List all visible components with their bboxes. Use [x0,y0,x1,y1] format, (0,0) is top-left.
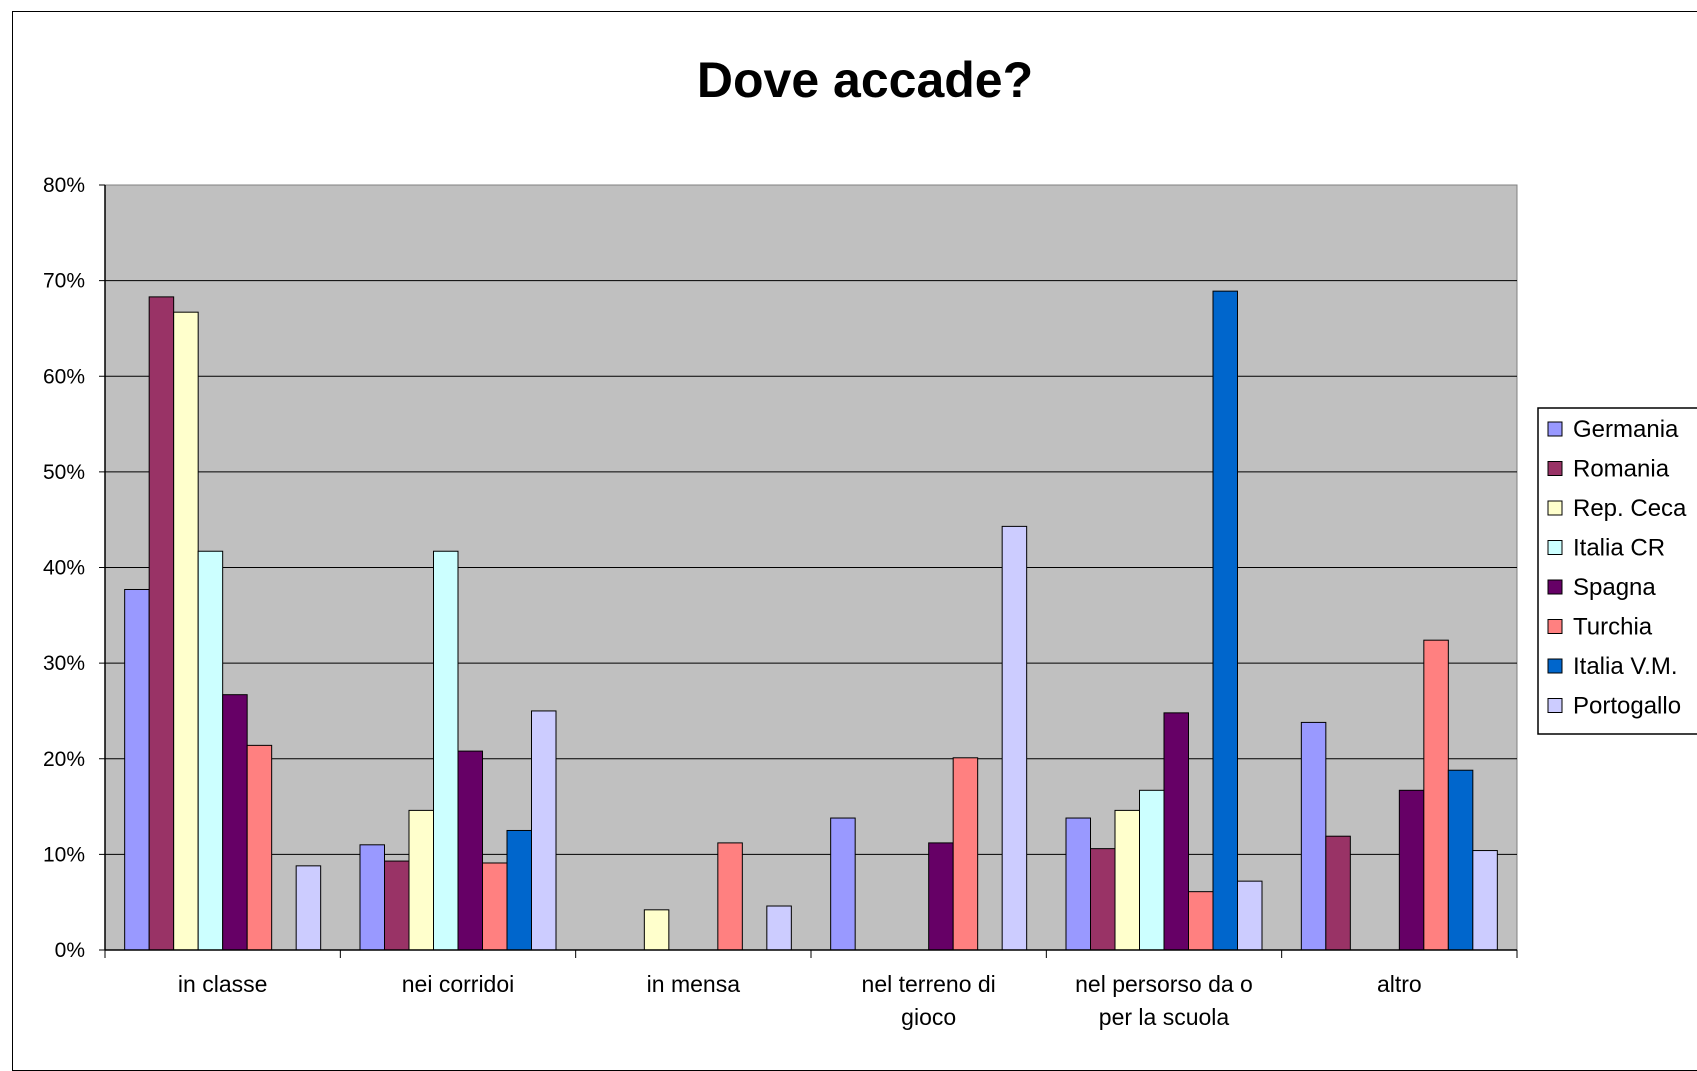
y-tick-label: 60% [43,365,85,388]
bar [1447,769,1474,951]
legend-swatch [1547,579,1563,595]
bar [531,710,557,951]
legend-label: Italia V.M. [1573,653,1678,680]
bar [1472,850,1498,951]
bar [1090,848,1116,951]
bar [1163,712,1189,951]
axes: 0% 10% 20% 30% 40% 50% 60% 70% 80% in classe nei c… [43,174,1518,1030]
y-tick-label: 50% [43,461,85,484]
legend-swatch [1547,658,1563,674]
y-tick-label: 20% [43,748,85,771]
bar [928,842,954,951]
bar [1114,809,1140,951]
bar [717,842,743,951]
bar [1188,891,1214,951]
bar [1300,721,1327,951]
bar [457,750,483,951]
legend-swatch [1547,421,1563,437]
legend-swatch [1547,540,1563,555]
bar [359,844,385,951]
category-label: nel persorso da o [1075,971,1253,997]
bar [222,694,248,951]
gridlines [105,280,1517,855]
category-label: altro [1377,971,1422,997]
y-tick-label: 10% [43,843,85,866]
bar [124,588,150,951]
legend-label: Rep. Ceca [1573,495,1687,522]
legend-label: Germania [1573,416,1679,443]
bar [148,296,175,951]
legend-label: Italia CR [1573,535,1665,562]
legend-swatch [1547,461,1563,476]
bar [1423,639,1449,951]
bar [952,757,979,951]
legend-swatch [1547,698,1563,713]
chart-title: Dove accade? [697,52,1033,108]
y-tick-label: 80% [43,174,85,197]
bar [1212,290,1238,951]
legend-swatch [1547,500,1563,516]
legend-label: Spagna [1573,574,1656,601]
bar [173,311,199,951]
legend-box [1537,407,1697,735]
bar [246,744,273,951]
y-tick-label: 70% [43,270,85,293]
bar [1065,817,1091,951]
bar [1237,880,1263,951]
bar [1001,525,1028,951]
bar [408,809,434,951]
category-label: nei corridoi [402,971,515,997]
legend: Germania Romania Rep. Ceca Italia CR Spagna T… [1537,407,1697,735]
bar [197,550,224,951]
bar [1398,789,1425,951]
bar [295,865,322,951]
bar [506,829,532,951]
legend-label: Turchia [1573,614,1653,641]
category-label: nel terreno di [862,971,996,997]
category-label: in classe [178,971,267,997]
y-tick-label: 30% [43,652,85,675]
category-label: per la scuola [1099,1004,1230,1030]
bar [643,909,670,951]
legend-label: Romania [1573,456,1670,483]
legend-label: Portogallo [1573,693,1681,720]
bar [433,550,459,951]
y-tick-label: 40% [43,557,85,580]
category-label: gioco [901,1004,956,1030]
bar [830,817,856,951]
legend-swatch [1547,619,1563,634]
bar [1139,789,1165,951]
category-label: in mensa [647,971,741,997]
y-tick-label: 0% [55,939,85,962]
bar [766,905,792,951]
bar [482,862,508,951]
bar [1325,835,1351,951]
bar [384,860,410,951]
